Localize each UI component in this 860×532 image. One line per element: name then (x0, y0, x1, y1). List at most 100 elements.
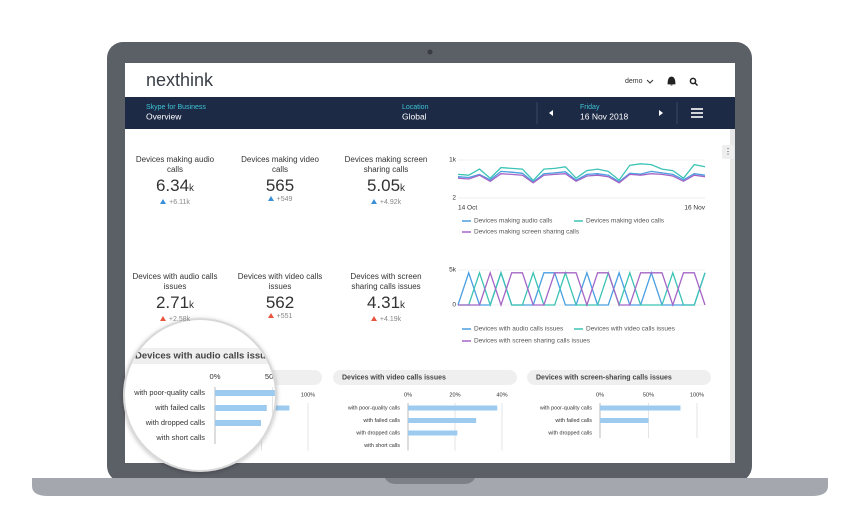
kpi-delta-text: +4.19k (379, 316, 402, 323)
category-label: with poor-quality calls (133, 388, 205, 397)
kpi-delta: +551 (232, 312, 328, 321)
search-icon[interactable] (689, 77, 699, 87)
kpi: Devices with audio calls issues 2.71k +2.5… (127, 272, 223, 324)
trend-icon (267, 313, 274, 318)
prev-date[interactable] (549, 110, 553, 116)
next-date[interactable] (659, 110, 663, 116)
kpi-number: 562 (265, 293, 295, 312)
kpi-number: 6.34 (155, 176, 190, 195)
trend-icon (159, 316, 166, 321)
trend-icon (267, 196, 274, 201)
kpi-value: 562 (232, 293, 328, 312)
kpi-label: Devices with audio calls issues (132, 272, 218, 291)
kpi-delta-text: +551 (276, 313, 293, 320)
category-label: with failed calls (154, 403, 205, 412)
bar (408, 418, 477, 423)
x-tick-label: 40% (496, 392, 507, 398)
category-label: with short calls (155, 433, 205, 442)
kpi-value: 565 (232, 176, 328, 195)
more-button[interactable] (722, 145, 734, 159)
kpi-label: Devices making screen sharing calls (344, 155, 428, 174)
kpi-delta: +549 (232, 195, 328, 204)
line-series (458, 270, 706, 308)
kpi-delta: +4.92k (338, 198, 434, 207)
kpi-delta-text: +4.92k (379, 199, 402, 206)
trend-icon (370, 199, 377, 204)
line-series (457, 170, 706, 183)
date-day: Friday (580, 104, 600, 111)
kpi: Devices with screen sharing calls issues… (338, 272, 434, 324)
y-tick-label: 0 (452, 302, 456, 309)
laptop-notch (385, 478, 475, 484)
kpi-unit: k (189, 183, 195, 194)
kpi-delta-text: +6.11k (169, 199, 190, 206)
bell-icon[interactable] (667, 76, 676, 86)
legend-label: Devices making video calls (586, 218, 665, 225)
menu-button[interactable] (691, 108, 703, 118)
line-series (457, 163, 706, 182)
x-tick-label: 50% (643, 392, 654, 398)
kpi-label: Devices with video calls issues (237, 272, 323, 291)
location-label: Location (402, 104, 429, 111)
y-tick-label: 5k (449, 267, 457, 274)
kpi-number: 4.31 (366, 293, 401, 312)
scrollbar[interactable] (730, 129, 735, 463)
x-tick-label: 50% (265, 372, 280, 381)
kpi-delta: +6.11k (127, 198, 223, 207)
legend-label: Devices with audio calls issues (474, 326, 564, 333)
kpi-label: Devices with screen sharing calls issues (350, 272, 422, 291)
legend-label: Devices making screen sharing calls (474, 229, 580, 236)
legend-label: Devices with video calls issues (586, 326, 676, 333)
x-tick-label: 16 Nov (684, 205, 705, 212)
location-value[interactable]: Global (402, 111, 427, 121)
magnifier: Devices with audio calls issues0%50%100%… (125, 348, 280, 444)
kpi: Devices making video calls 565 +549 (232, 155, 328, 204)
category-label: with short calls (363, 443, 400, 449)
kpi: Devices making audio calls 6.34k +6.11k (127, 155, 223, 207)
user-dropdown[interactable] (646, 79, 654, 84)
page-name: Overview (146, 111, 182, 121)
kpi-number: 565 (265, 176, 295, 195)
bar (215, 420, 261, 426)
bar (600, 405, 681, 411)
kpi-value: 6.34k (127, 176, 223, 198)
kpi-number: 5.05 (366, 176, 401, 195)
kpi-value: 4.31k (338, 293, 434, 315)
x-tick-label: 100% (301, 392, 315, 398)
panel-header (527, 370, 711, 385)
kpi: Devices with video calls issues 562 +551 (232, 272, 328, 321)
panel-title: Devices with audio calls issues (135, 351, 277, 362)
kpi-delta-text: +2.58k (168, 316, 191, 323)
category-label: with failed calls (362, 418, 400, 424)
bar (408, 430, 458, 436)
user-name[interactable]: demo (625, 78, 643, 85)
more-icon: ⋮ (724, 147, 732, 156)
kpi-unit: k (400, 300, 406, 311)
navbar (125, 97, 735, 129)
x-tick-label: 0% (210, 372, 221, 381)
kpi-unit: k (400, 183, 406, 194)
kpi-label: Devices making video calls (241, 155, 319, 174)
line-series (457, 173, 706, 184)
panel-header (125, 348, 275, 364)
trend-icon (160, 199, 167, 204)
date-value[interactable]: 16 Nov 2018 (580, 111, 628, 121)
category-label: with dropped calls (355, 430, 400, 436)
kpi-delta: +2.58k (127, 315, 223, 324)
kpi-delta-text: +549 (276, 196, 293, 203)
y-tick-label: 2 (452, 195, 456, 202)
app-name: Skype for Business (146, 104, 206, 111)
category-label: with failed calls (554, 418, 592, 424)
panel-title: Devices with video calls issues (342, 374, 446, 381)
camera (427, 49, 433, 55)
bar (215, 390, 275, 396)
panel-header (333, 370, 517, 385)
legend-label: Devices with screen sharing calls issues (474, 338, 591, 345)
x-tick-label: 0% (404, 392, 412, 398)
kpi-value: 5.05k (338, 176, 434, 198)
y-tick-label: 1k (449, 157, 457, 164)
kpi-delta: +4.19k (338, 315, 434, 324)
category-label: with dropped calls (145, 418, 206, 427)
